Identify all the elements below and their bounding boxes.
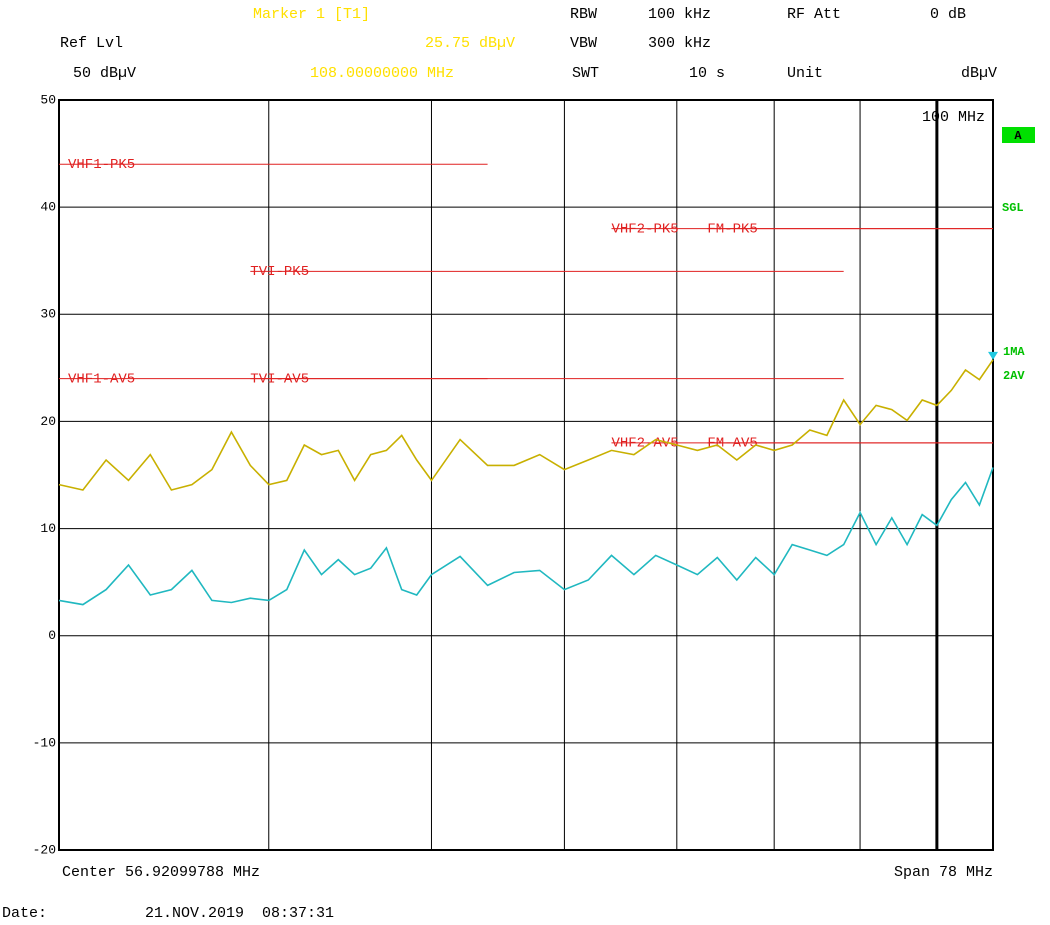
plot-frame <box>58 99 994 851</box>
unit-label: Unit <box>787 65 823 82</box>
ref-lvl: 50 dBµV <box>73 65 136 82</box>
marker-title: Marker 1 [T1] <box>253 6 370 23</box>
limit-label: TVI-AV5 <box>250 371 309 387</box>
rbw: 100 kHz <box>648 6 711 23</box>
mode: A <box>1014 129 1022 143</box>
marker <box>988 351 998 360</box>
y-tick-label: -10 <box>33 735 56 750</box>
y-tick-label: -20 <box>33 842 56 857</box>
marker-value: 25.75 dBµV <box>425 35 515 52</box>
swt-label: SWT <box>572 65 599 82</box>
vbw: 300 kHz <box>648 35 711 52</box>
center-freq: Center 56.92099788 MHz <box>62 864 260 881</box>
span: Span 78 MHz <box>894 864 993 881</box>
y-tick-label: 30 <box>40 307 56 322</box>
trace-label: 1MA <box>1003 345 1025 359</box>
y-tick-label: 20 <box>40 414 56 429</box>
y-tick-label: 0 <box>48 628 56 643</box>
unit: dBµV <box>961 65 997 82</box>
y-tick-label: 50 <box>40 92 56 107</box>
display-line-label: 100 MHz <box>922 109 985 126</box>
date-label: Date: <box>2 905 47 922</box>
y-tick-label: 10 <box>40 521 56 536</box>
limit-label: VHF1-PK5 <box>68 157 135 173</box>
swt: 10 s <box>689 65 725 82</box>
rf-att-label: RF Att <box>787 6 841 23</box>
limit-label: VHF2-PK5 <box>611 221 678 237</box>
trace-label: 2AV <box>1003 369 1025 383</box>
trace <box>58 467 994 606</box>
rbw-label: RBW <box>570 6 597 23</box>
limit-label: VHF1-AV5 <box>68 371 135 387</box>
y-tick-label: 40 <box>40 200 56 215</box>
marker-freq: 108.00000000 MHz <box>310 65 454 82</box>
mode-badge <box>1002 127 1035 143</box>
trace <box>58 359 994 491</box>
ref-lvl-label: Ref Lvl <box>60 35 123 52</box>
limit-label: TVI-PK5 <box>250 264 309 280</box>
vbw-label: VBW <box>570 35 597 52</box>
rf-att: 0 dB <box>930 6 966 23</box>
limit-label: FM-PK5 <box>707 221 757 237</box>
date: 21.NOV.2019 08:37:31 <box>145 905 334 922</box>
limit-label: VHF2-AV5 <box>611 436 678 452</box>
sweep-mode: SGL <box>1002 201 1024 215</box>
